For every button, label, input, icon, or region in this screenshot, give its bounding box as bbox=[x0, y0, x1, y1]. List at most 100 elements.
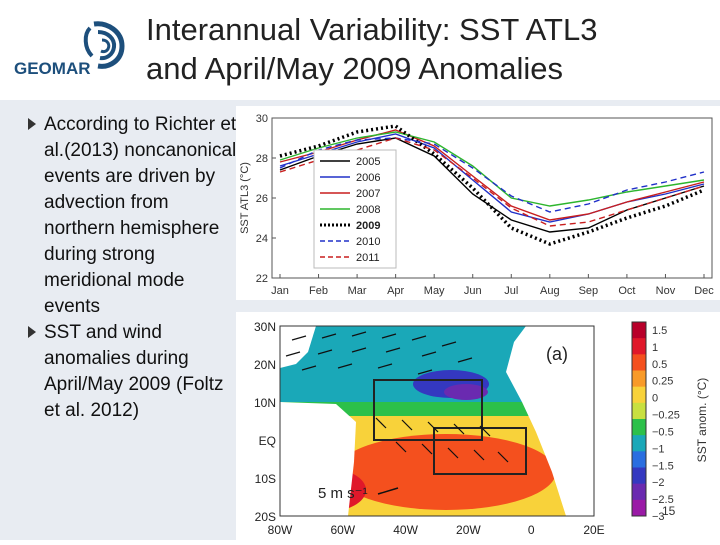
y-tick-label: 26 bbox=[256, 193, 268, 205]
series-line-2010 bbox=[279, 137, 705, 213]
colorbar-segment bbox=[632, 386, 646, 404]
colorbar-label: SST anom. (°C) bbox=[695, 378, 709, 463]
wind-vector bbox=[291, 335, 307, 341]
colorbar-segment bbox=[632, 451, 646, 468]
logo-text: GEOMAR bbox=[14, 59, 91, 78]
wind-vector bbox=[321, 333, 337, 339]
title-line-2: and April/May 2009 Anomalies bbox=[146, 51, 564, 86]
map-x-tick-label: 80W bbox=[268, 523, 293, 537]
bullet-item: SST and wind anomalies during April/May … bbox=[22, 320, 237, 424]
colorbar-tick-label: −0.25 bbox=[652, 410, 680, 422]
colorbar-tick-label: 1 bbox=[652, 342, 658, 354]
region-box-south bbox=[433, 427, 527, 475]
legend-entry: 2011 bbox=[356, 252, 380, 264]
geomar-logo: GEOMAR bbox=[14, 18, 134, 88]
wind-vector bbox=[441, 341, 457, 347]
cold-anomaly-area bbox=[444, 384, 488, 400]
map-y-tick-label: 10S bbox=[255, 472, 276, 486]
wind-vector bbox=[401, 419, 413, 431]
wind-scale-label: 5 m s⁻¹ bbox=[318, 485, 368, 502]
colorbar-tick-label: −0.5 bbox=[652, 426, 674, 438]
wind-vector bbox=[417, 369, 433, 375]
colorbar-segment bbox=[632, 467, 646, 485]
x-tick-label: Jan bbox=[271, 285, 289, 297]
wind-scale-arrow bbox=[377, 487, 399, 495]
colorbar-segment bbox=[632, 499, 646, 517]
land-south-america bbox=[280, 402, 356, 516]
map-y-tick-label: 20S bbox=[255, 510, 276, 524]
wind-vector bbox=[317, 349, 333, 355]
colorbar-segment bbox=[632, 370, 646, 388]
wind-vector bbox=[479, 425, 491, 437]
legend-entry: 2010 bbox=[356, 236, 380, 248]
legend-entry: 2009 bbox=[356, 220, 380, 232]
wind-vector bbox=[385, 347, 401, 353]
colorbar-tick-label: 0.25 bbox=[652, 376, 673, 388]
colorbar-tick-label: −2 bbox=[652, 477, 665, 489]
wind-vector bbox=[497, 451, 509, 463]
colorbar-tick-label: 1.5 bbox=[652, 325, 667, 337]
bullet-list: According to Richter et al.(2013) noncan… bbox=[22, 112, 237, 424]
colorbar-segment bbox=[632, 322, 646, 339]
wind-vector bbox=[421, 351, 437, 357]
x-tick-label: Aug bbox=[540, 285, 560, 297]
wind-vector bbox=[285, 351, 301, 357]
land-north-america bbox=[280, 326, 316, 368]
map-y-tick-label: 10N bbox=[254, 396, 276, 410]
bullet-arrow-icon bbox=[28, 326, 36, 338]
colorbar-segment bbox=[632, 402, 646, 420]
wind-vector bbox=[375, 417, 387, 429]
x-tick-label: Feb bbox=[309, 285, 328, 297]
x-tick-label: May bbox=[424, 285, 445, 297]
legend-entry: 2008 bbox=[356, 204, 380, 216]
x-tick-label: Jul bbox=[504, 285, 518, 297]
colorbar-segment bbox=[632, 354, 646, 371]
slide-header: GEOMAR Interannual Variability: SST ATL3… bbox=[0, 0, 720, 100]
geomar-logo-icon: GEOMAR bbox=[14, 21, 125, 78]
legend-entry: 2005 bbox=[356, 156, 380, 168]
wind-vector bbox=[301, 365, 317, 371]
page-number: 15 bbox=[662, 504, 676, 518]
sst-line-chart-panel: 30 28 26 24 22 SST ATL3 (°C) Jan Feb Mar Apr May Ju… bbox=[236, 106, 720, 300]
x-tick-label: Nov bbox=[656, 285, 676, 297]
land-africa bbox=[506, 326, 594, 516]
map-x-tick-label: 40W bbox=[393, 523, 418, 537]
series-line-2008 bbox=[279, 131, 705, 207]
colorbar-tick-label: −1.5 bbox=[652, 460, 674, 472]
sst-wind-anomaly-map: 80W 60W 40W 20W 0 20E 30N 20N 10N EQ 10S 20S (a) 5 m … bbox=[254, 320, 709, 537]
colorbar-tick-label: 0 bbox=[652, 393, 658, 405]
wind-vector bbox=[411, 335, 427, 341]
wind-vector bbox=[351, 331, 367, 337]
bullet-text: SST and wind anomalies during April/May … bbox=[44, 322, 224, 421]
x-tick-label: Mar bbox=[348, 285, 367, 297]
map-panel-label: (a) bbox=[546, 344, 568, 364]
wind-vector bbox=[457, 357, 473, 363]
wind-vector bbox=[427, 421, 439, 433]
x-tick-label: Oct bbox=[618, 285, 635, 297]
colorbar-segment bbox=[632, 483, 646, 501]
slide-title: Interannual Variability: SST ATL3 and Ap… bbox=[146, 10, 716, 88]
y-tick-label: 30 bbox=[256, 113, 268, 125]
colorbar-frame bbox=[631, 321, 647, 517]
wind-vector bbox=[453, 423, 465, 435]
x-tick-label: Jun bbox=[464, 285, 482, 297]
wind-vector bbox=[473, 449, 485, 461]
wind-vector bbox=[351, 347, 367, 353]
wind-vector bbox=[421, 443, 433, 455]
colorbar-segment bbox=[632, 419, 646, 436]
map-x-tick-label: 0 bbox=[528, 523, 535, 537]
legend-entry: 2007 bbox=[356, 188, 380, 200]
map-y-tick-label: 30N bbox=[254, 320, 276, 334]
y-axis-label: SST ATL3 (°C) bbox=[239, 162, 251, 234]
anomaly-map-panel: 80W 60W 40W 20W 0 20E 30N 20N 10N EQ 10S 20S (a) 5 m … bbox=[236, 312, 720, 540]
map-x-tick-label: 20W bbox=[456, 523, 481, 537]
map-y-tick-label: 20N bbox=[254, 358, 276, 372]
series-line-2009 bbox=[279, 124, 705, 246]
map-x-tick-label: 20E bbox=[583, 523, 604, 537]
wind-vector bbox=[447, 447, 459, 459]
bullet-item: According to Richter et al.(2013) noncan… bbox=[22, 112, 237, 320]
map-y-tick-label: EQ bbox=[259, 434, 276, 448]
bullet-arrow-icon bbox=[28, 118, 36, 130]
x-tick-label: Apr bbox=[387, 285, 404, 297]
y-tick-label: 22 bbox=[256, 273, 268, 285]
